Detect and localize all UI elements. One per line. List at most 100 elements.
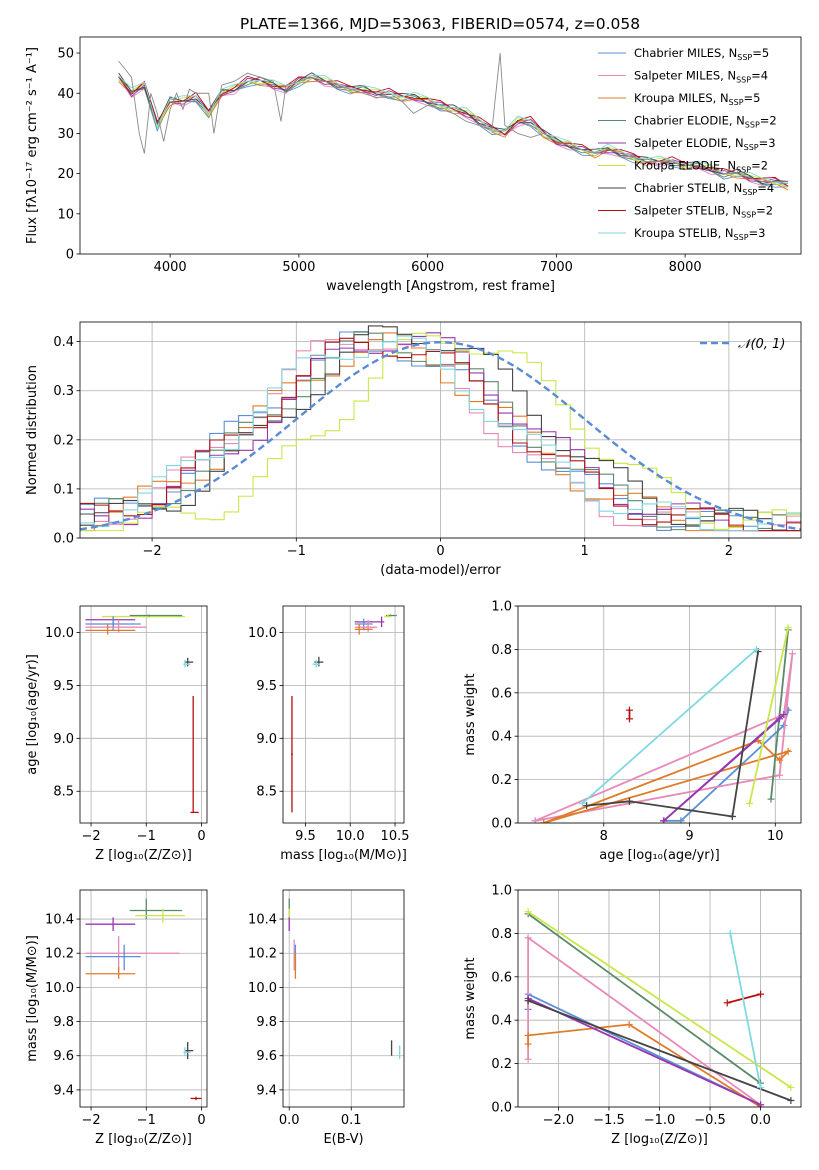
- y-tick-label: 9.5: [256, 679, 277, 694]
- mass-weight-line: [663, 713, 785, 822]
- y-tick-label: 9.8: [53, 1015, 74, 1030]
- y-tick-label: 0.2: [491, 773, 512, 788]
- x-axis-label: Z [log₁₀(Z/Z⊙)]: [95, 848, 192, 863]
- legend-label-tail: =4: [757, 181, 774, 195]
- legend-label-tail: =2: [751, 159, 768, 173]
- mass-weight-line: [770, 629, 790, 800]
- y-axis-label: mass weight: [463, 673, 478, 755]
- legend-label: Salpeter STELIB, NSSP=2: [634, 204, 773, 220]
- legend-label-main: Salpeter STELIB, N: [634, 204, 741, 218]
- y-tick-label: 1.0: [491, 884, 512, 899]
- y-tick-label: 9.8: [256, 1015, 277, 1030]
- y-tick-label: 9.0: [256, 732, 277, 747]
- legend-label: Chabrier ELODIE, NSSP=2: [634, 114, 777, 130]
- x-tick-label: −1.5: [593, 1113, 625, 1128]
- model-spectrum-line: [118, 75, 789, 187]
- x-axis-label: Z [log₁₀(Z/Z⊙)]: [611, 1132, 708, 1147]
- residual-histogram: [80, 332, 801, 532]
- y-tick-label: 10.0: [248, 626, 277, 641]
- legend-label-sub: SSP: [736, 76, 751, 85]
- mass-weight-line: [527, 913, 762, 1084]
- y-tick-label: 40: [57, 87, 74, 102]
- legend-label-sub: SSP: [742, 188, 757, 197]
- legend-label-main: Salpeter ELODIE, N: [634, 136, 744, 150]
- x-tick-label: 8000: [669, 260, 702, 275]
- plot-area-age_vs_Z: [85, 614, 199, 814]
- y-tick-label: 50: [57, 47, 74, 62]
- y-tick-label: 0.6: [491, 686, 512, 701]
- axes-frame: [282, 605, 405, 824]
- mass-weight-line: [729, 933, 762, 1088]
- mass-weight-line: [748, 627, 790, 804]
- x-tick-label: 0.0: [279, 1113, 300, 1128]
- legend-label-sub: SSP: [745, 121, 760, 130]
- y-tick-label: 0: [66, 248, 74, 263]
- x-tick-label: 2: [725, 544, 733, 559]
- legend-label-tail: =3: [749, 226, 766, 240]
- x-axis-label: mass [log₁₀(M/M⊙)]: [280, 848, 407, 863]
- y-axis-label: mass weight: [463, 957, 478, 1039]
- y-tick-label: 0.0: [53, 532, 74, 547]
- y-tick-label: 10.2: [45, 947, 74, 962]
- y-tick-label: 10.2: [248, 947, 277, 962]
- y-tick-label: 30: [57, 127, 74, 142]
- y-axis-label: Flux [fλ10⁻¹⁷ erg cm⁻² s⁻¹ A⁻¹]: [25, 47, 40, 244]
- x-tick-label: −0.5: [694, 1113, 726, 1128]
- axes-age_vs_Z: [80, 606, 207, 823]
- axes-massweight_vs_age: [518, 605, 801, 824]
- axes-frame: [79, 36, 802, 255]
- y-axis-label: Normed distribution: [25, 365, 40, 495]
- y-axis-label: age [log₁₀(age/yr)]: [25, 654, 40, 775]
- plot-area-mass_vs_EBV: [288, 898, 401, 1060]
- x-tick-label: 0.0: [750, 1113, 771, 1128]
- x-tick-label: 6000: [411, 260, 444, 275]
- y-tick-label: 0.1: [53, 482, 74, 497]
- mass-weight-line: [586, 651, 760, 818]
- y-axis-label: mass [log₁₀(M/M⊙)]: [25, 935, 40, 1062]
- chart-title: PLATE=1366, MJD=53063, FIBERID=0574, z=0…: [240, 15, 640, 33]
- x-tick-label: 7000: [540, 260, 573, 275]
- legend-label: Chabrier STELIB, NSSP=4: [634, 181, 774, 197]
- y-tick-label: 9.4: [256, 1083, 277, 1098]
- x-tick-label: 0: [197, 829, 205, 844]
- y-tick-label: 10.4: [45, 913, 74, 928]
- x-tick-label: 10.5: [381, 829, 410, 844]
- legend-label-tail: =4: [751, 69, 768, 83]
- plot-area-spectrum: [118, 53, 789, 191]
- legend-label: Kroupa MILES, NSSP=5: [634, 91, 760, 107]
- y-tick-label: 0.4: [491, 1014, 512, 1029]
- legend-label-sub: SSP: [736, 166, 751, 175]
- x-tick-label: 0: [436, 544, 444, 559]
- legend-label-sub: SSP: [741, 211, 756, 220]
- y-tick-label: 10.0: [45, 981, 74, 996]
- y-tick-label: 20: [57, 167, 74, 182]
- x-tick-label: −2: [81, 1113, 100, 1128]
- y-tick-label: 0.3: [53, 384, 74, 399]
- legend-label-main: Salpeter MILES, N: [634, 69, 736, 83]
- x-tick-label: 1: [581, 544, 589, 559]
- legend-label: Chabrier MILES, NSSP=5: [634, 46, 769, 62]
- legend-label-tail: =2: [760, 114, 777, 128]
- y-tick-label: 9.5: [53, 679, 74, 694]
- legend-label: 𝒩(0, 1): [738, 337, 785, 352]
- y-tick-label: 0.0: [491, 1101, 512, 1116]
- x-tick-label: 10: [767, 829, 784, 844]
- mass-weight-line: [527, 1023, 762, 1107]
- y-tick-label: 1.0: [491, 600, 512, 615]
- x-axis-label: Z [log₁₀(Z/Z⊙)]: [95, 1132, 192, 1147]
- axes-frame: [79, 605, 208, 824]
- y-tick-label: 0.2: [53, 433, 74, 448]
- legend-label-tail: =3: [759, 136, 776, 150]
- y-tick-label: 10.4: [248, 913, 277, 928]
- legend-label-tail: =2: [756, 204, 773, 218]
- plot-area-age_vs_mass: [291, 614, 397, 813]
- y-tick-label: 0.8: [491, 927, 512, 942]
- y-tick-label: 8.5: [256, 785, 277, 800]
- model-spectrum-line: [118, 74, 789, 184]
- mass-weight-line: [581, 648, 758, 805]
- data-spectrum-line: [118, 53, 789, 183]
- legend-label: Salpeter MILES, NSSP=4: [634, 69, 768, 85]
- y-tick-label: 0.4: [53, 335, 74, 350]
